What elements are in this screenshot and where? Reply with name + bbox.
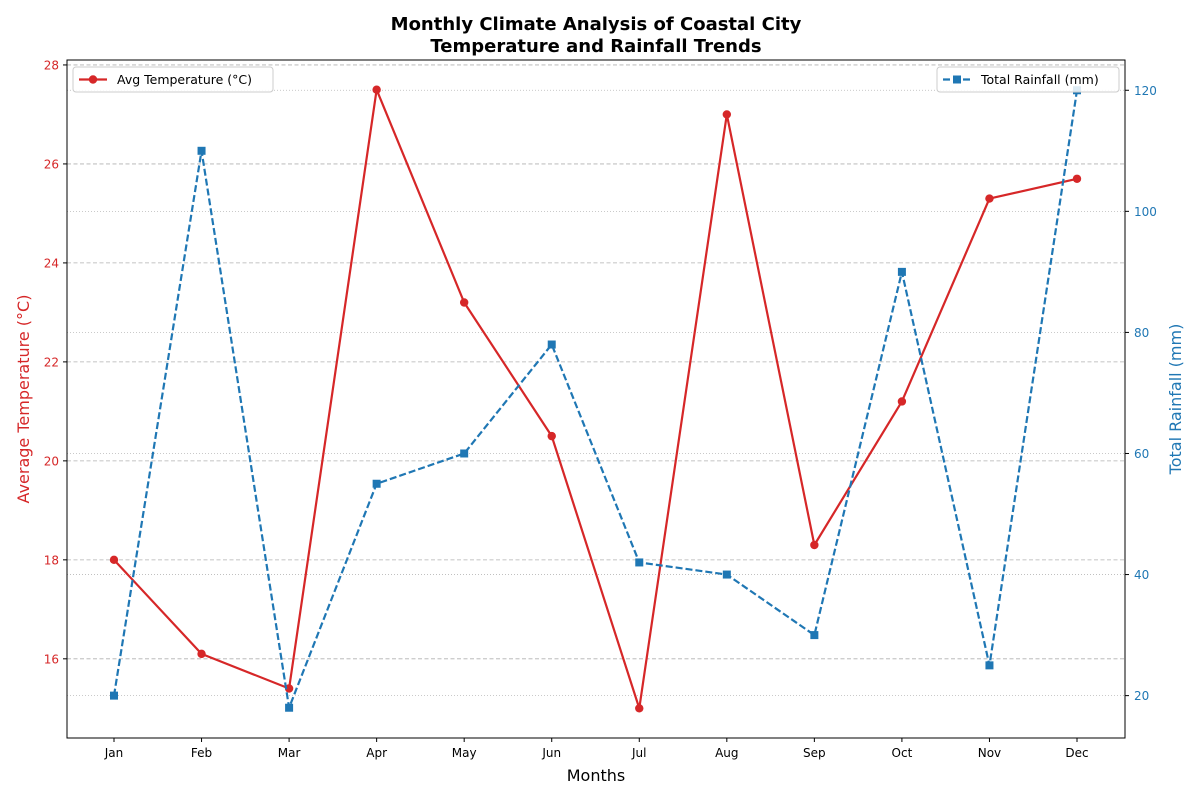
y-right-tick-label: 100: [1134, 205, 1157, 219]
y-left-tick-label: 28: [44, 58, 59, 72]
data-point-rainfall: [635, 558, 644, 567]
data-point-temperature: [635, 704, 644, 713]
data-point-rainfall: [985, 661, 994, 670]
x-tick-label: Jan: [104, 746, 124, 760]
data-point-temperature: [284, 684, 294, 693]
legend-right-label: Total Rainfall (mm): [980, 72, 1099, 87]
y-right-tick-label: 60: [1134, 447, 1149, 461]
legend-left-marker-swatch: [88, 75, 98, 84]
y-left-tick-label: 22: [44, 355, 59, 369]
data-point-rainfall: [897, 267, 906, 276]
data-point-temperature: [1072, 174, 1082, 183]
y-right-tick-label: 20: [1134, 689, 1149, 703]
data-point-temperature: [897, 397, 907, 406]
x-tick-label: Aug: [715, 746, 738, 760]
data-point-temperature: [197, 649, 206, 659]
y-axis-left-label: Average Temperature (°C): [14, 295, 33, 504]
series-line-rainfall: [112, 90, 1079, 709]
data-point-temperature: [109, 555, 119, 565]
data-point-rainfall: [197, 146, 206, 155]
series-layer: [109, 85, 1082, 713]
x-tick-label: May: [452, 746, 477, 760]
legend-right: Total Rainfall (mm): [936, 66, 1120, 93]
y-axis-right-label: Total Rainfall (mm): [1166, 324, 1185, 476]
plot-frame: [66, 59, 1126, 739]
legend-right-box: [936, 66, 1120, 93]
chart-title-line-1: Monthly Climate Analysis of Coastal City: [391, 14, 802, 35]
data-point-temperature: [459, 298, 469, 307]
x-tick-label: Oct: [892, 746, 913, 760]
x-tick-label: Sep: [803, 746, 826, 760]
x-tick-label: Jul: [631, 746, 646, 760]
data-point-rainfall: [285, 703, 294, 712]
y-right-tick-label: 40: [1134, 568, 1149, 582]
x-tick-label: Feb: [191, 746, 212, 760]
data-point-rainfall: [547, 340, 556, 349]
x-tick-label: Mar: [278, 746, 301, 760]
legend-left-label: Avg Temperature (°C): [117, 72, 252, 87]
legend-left: Avg Temperature (°C): [72, 66, 274, 93]
x-tick-label: Apr: [366, 746, 387, 760]
legend-right-marker-swatch: [953, 75, 961, 84]
y-right-tick-label: 120: [1134, 84, 1157, 98]
x-axis-label: Months: [567, 766, 625, 785]
data-point-rainfall: [722, 570, 731, 579]
data-point-temperature: [985, 194, 994, 203]
axis-layer: 16 18 20 22 24 26 28 20 40 60 80 100 120 Jan Feb Mar Apr…: [44, 58, 1157, 760]
data-point-rainfall: [372, 479, 381, 488]
y-left-tick-label: 26: [44, 157, 59, 171]
data-point-temperature: [547, 431, 556, 441]
data-point-temperature: [810, 540, 819, 550]
data-point-rainfall: [110, 691, 118, 700]
y-right-tick-label: 80: [1134, 326, 1149, 340]
data-point-rainfall: [810, 631, 819, 640]
x-tick-label: Dec: [1065, 746, 1088, 760]
x-tick-label: Jun: [541, 746, 561, 760]
chart-title-line-2: Temperature and Rainfall Trends: [430, 36, 761, 57]
y-left-tick-label: 16: [44, 652, 59, 666]
data-point-temperature: [372, 85, 381, 94]
y-left-tick-label: 18: [44, 553, 59, 567]
legend-left-box: [72, 66, 274, 93]
series-line-temperature: [113, 88, 1078, 710]
data-point-temperature: [722, 110, 732, 119]
x-tick-label: Nov: [978, 746, 1001, 760]
y-left-tick-label: 24: [44, 256, 59, 270]
y-left-tick-label: 20: [44, 454, 59, 468]
data-point-rainfall: [460, 449, 469, 458]
